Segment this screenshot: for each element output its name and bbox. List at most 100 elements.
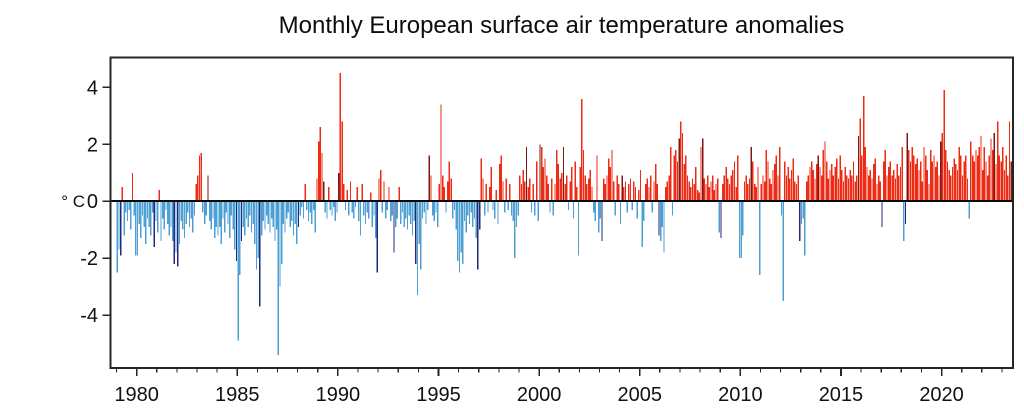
- anomaly-bar: [336, 201, 338, 213]
- anomaly-bar: [307, 201, 310, 222]
- anomaly-bar: [411, 201, 414, 236]
- anomaly-bar: [374, 201, 377, 239]
- anomaly-bar: [804, 201, 806, 256]
- anomaly-bar: [574, 161, 576, 202]
- anomaly-bar: [388, 186, 390, 202]
- anomaly-bar: [420, 201, 422, 270]
- anomaly-bar: [185, 201, 187, 224]
- anomaly-bar: [314, 201, 316, 233]
- anomaly-bar: [379, 169, 382, 202]
- anomaly-bar: [244, 201, 246, 236]
- anomaly-bar: [997, 121, 999, 202]
- anomaly-bar: [666, 181, 669, 202]
- anomaly-bar: [282, 201, 285, 224]
- anomaly-bar: [356, 186, 358, 202]
- anomaly-bar: [507, 201, 509, 210]
- anomaly-bar: [936, 161, 939, 202]
- anomaly-bar: [849, 169, 851, 202]
- anomaly-bar: [795, 184, 798, 202]
- anomaly-bar: [158, 189, 160, 202]
- anomaly-bar: [851, 175, 853, 202]
- x-axis: 1980 1985 1990 1995 2000 2005 2010 2015 2020: [114, 368, 1003, 406]
- anomaly-bar: [566, 175, 568, 202]
- anomaly-bar: [239, 201, 241, 276]
- anomaly-bar: [814, 178, 816, 202]
- anomaly-bar: [267, 201, 269, 224]
- anomaly-bar: [745, 175, 747, 202]
- anomaly-bar: [742, 201, 744, 236]
- anomaly-bar: [752, 161, 754, 202]
- y-tick-label: 4: [87, 77, 98, 99]
- anomaly-bar: [556, 150, 558, 202]
- anomaly-bar: [961, 175, 964, 202]
- anomaly-bar: [490, 167, 492, 202]
- anomaly-bar: [1005, 155, 1007, 202]
- anomaly-bar: [502, 181, 504, 202]
- anomaly-bar: [611, 150, 613, 202]
- anomaly-bar: [224, 201, 226, 233]
- anomaly-bar: [264, 201, 266, 230]
- anomaly-bar: [614, 201, 617, 216]
- anomaly-bar: [608, 158, 610, 202]
- anomaly-bar: [222, 201, 224, 219]
- anomaly-bar: [519, 175, 521, 202]
- anomaly-bar: [644, 184, 647, 202]
- anomaly-bar: [1007, 175, 1009, 202]
- anomaly-bar: [291, 201, 293, 222]
- anomaly-bar: [780, 201, 783, 216]
- anomaly-bar: [743, 181, 746, 202]
- anomaly-bar: [921, 181, 923, 202]
- anomaly-bar: [737, 155, 739, 202]
- anomaly-bar: [951, 167, 954, 202]
- anomaly-bar: [938, 175, 940, 202]
- anomaly-bar: [276, 201, 278, 230]
- anomaly-bar: [763, 181, 766, 202]
- anomaly-bar: [926, 169, 928, 202]
- anomaly-bar: [247, 201, 249, 227]
- anomaly-bar: [1000, 161, 1002, 202]
- anomaly-bar: [281, 201, 283, 264]
- anomaly-bar: [874, 158, 876, 202]
- anomaly-bar: [923, 147, 925, 202]
- anomaly-bar: [953, 158, 955, 202]
- anomaly-bar: [987, 175, 989, 202]
- anomaly-bar: [842, 181, 845, 202]
- anomaly-bar: [442, 175, 444, 202]
- anomaly-bar: [364, 201, 367, 224]
- anomaly-bar: [351, 201, 353, 213]
- anomaly-bar: [483, 201, 486, 216]
- anomaly-bar: [775, 155, 778, 202]
- anomaly-bar: [163, 201, 165, 230]
- anomaly-bar: [586, 184, 588, 202]
- anomaly-bar: [867, 175, 870, 202]
- anomaly-bar: [195, 184, 197, 202]
- anomaly-bar: [760, 184, 762, 202]
- anomaly-bar: [847, 178, 850, 202]
- anomaly-bar: [148, 201, 150, 227]
- anomaly-bar: [824, 141, 826, 202]
- anomaly-bar: [279, 201, 281, 287]
- anomaly-bar: [499, 164, 501, 202]
- anomaly-bar: [138, 201, 140, 224]
- anomaly-bar: [218, 201, 221, 227]
- anomaly-bar: [616, 175, 618, 202]
- anomaly-bar: [862, 95, 865, 202]
- anomaly-bar: [423, 201, 425, 213]
- anomaly-bar: [559, 178, 561, 202]
- anomaly-bar: [633, 181, 635, 202]
- anomaly-bar: [170, 201, 172, 227]
- anomaly-bar: [472, 201, 474, 227]
- anomaly-bar: [524, 181, 526, 202]
- anomaly-bar: [549, 201, 551, 213]
- anomaly-bar: [509, 184, 511, 202]
- anomaly-bar: [200, 152, 202, 202]
- anomaly-bar: [928, 184, 930, 202]
- anomaly-bar: [272, 201, 274, 227]
- anomaly-bar: [651, 201, 653, 213]
- anomaly-bar: [693, 184, 695, 202]
- x-tick-label: 2005: [617, 384, 662, 406]
- anomaly-bar: [653, 181, 655, 202]
- anomaly-bar: [220, 201, 223, 244]
- anomaly-bar: [146, 201, 149, 219]
- anomaly-bar: [1003, 169, 1006, 202]
